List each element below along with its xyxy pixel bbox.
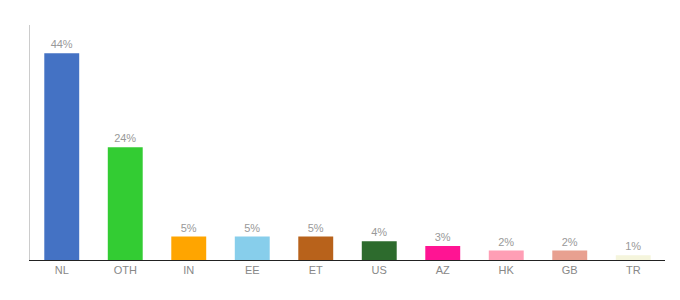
svg-text:5%: 5% [181,222,197,234]
svg-text:IN: IN [183,264,194,276]
svg-text:1%: 1% [625,240,641,252]
svg-text:2%: 2% [498,236,514,248]
svg-text:2%: 2% [562,236,578,248]
svg-text:AZ: AZ [436,264,450,276]
svg-text:OTH: OTH [114,264,137,276]
svg-text:US: US [372,264,387,276]
svg-text:NL: NL [55,264,69,276]
svg-text:ET: ET [309,264,323,276]
svg-text:24%: 24% [114,132,136,144]
svg-text:HK: HK [499,264,515,276]
svg-text:GB: GB [562,264,578,276]
svg-text:3%: 3% [435,231,451,243]
svg-text:5%: 5% [244,222,260,234]
svg-text:44%: 44% [51,38,73,50]
svg-text:4%: 4% [371,226,387,238]
svg-text:5%: 5% [308,222,324,234]
svg-text:EE: EE [245,264,260,276]
svg-text:TR: TR [626,264,641,276]
